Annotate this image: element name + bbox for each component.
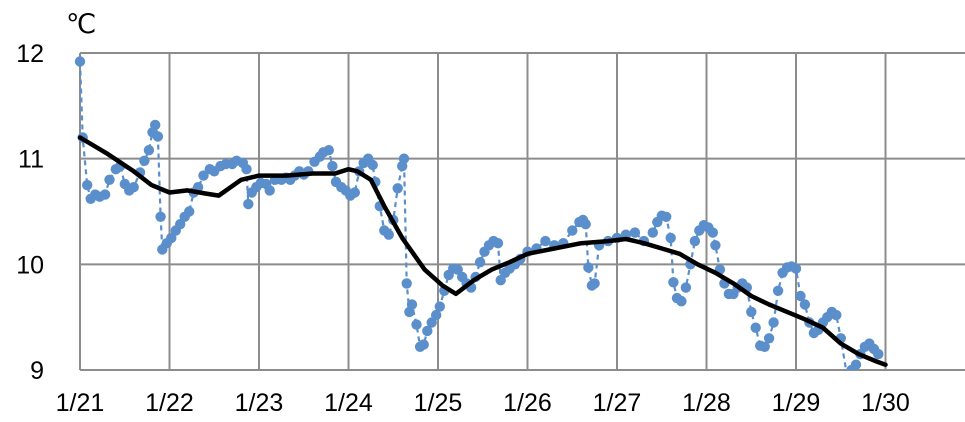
temperature-point [768,317,779,328]
temperature-point [411,319,422,330]
temperature-point [795,290,806,302]
x-tick-label: 1/27 [593,389,642,417]
temperature-point [349,187,360,198]
temperature-point [746,306,757,318]
temperature-point [104,174,115,185]
unit-label: ℃ [66,9,96,39]
x-tick-label: 1/30 [861,389,910,417]
temperature-point [418,339,429,350]
y-tick-label: 10 [16,251,44,279]
x-tick-label: 1/29 [772,389,821,417]
temperature-point [668,277,679,288]
temperature-point [763,333,775,344]
temperature-point [580,219,591,230]
temperature-point [799,299,811,310]
temperature-point [401,278,412,289]
temperature-point [82,179,93,191]
temperature-point [241,164,252,175]
temperature-point [155,211,166,222]
x-tick-label: 1/25 [414,389,463,417]
smoothed-temperature-line [77,135,888,367]
temperature-point [850,359,862,370]
temperature-point [198,170,209,181]
temperature-point [831,309,842,321]
temperature-point [474,257,486,268]
x-tick-label: 1/28 [682,389,731,417]
x-tick-labels: 1/21 1/22 1/23 1/24 1/25 1/26 1/27 1/28 1/29 1/30 [56,389,910,417]
temperature-point [589,278,600,289]
y-tick-label: 12 [16,40,44,68]
temperature-point [772,285,784,296]
x-tick-label: 1/26 [503,389,552,417]
temperature-point [143,145,155,156]
temperature-point [152,131,164,142]
temperature-point [680,282,692,293]
temperature-point [74,56,86,67]
temperature-point [99,189,111,200]
temperature-point [327,160,338,172]
temperature-point [150,119,161,131]
temperature-point [431,309,442,321]
grid-lines [79,52,965,371]
temperature-point [583,262,594,273]
temperature-point [759,341,770,352]
temperature-point [707,227,718,238]
temperature-point [264,185,275,196]
temperature-point [392,183,403,194]
temperature-point [629,227,641,238]
x-tick-label: 1/23 [235,389,284,417]
temperature-point [398,153,410,164]
temperature-point [647,227,658,238]
temperature-point [406,299,418,310]
temperature-point [434,301,445,312]
temperature-point [367,159,378,171]
temperature-point [139,155,150,166]
temperature-point [676,296,687,307]
temperature-point [689,235,701,247]
temperature-point [873,348,884,360]
x-tick-label: 1/22 [145,389,194,417]
temperature-point [323,145,334,156]
x-tick-label: 1/24 [324,389,373,417]
x-tick-label: 1/21 [56,389,105,417]
temperature-point [665,232,676,244]
temperature-point [422,325,433,337]
temperature-point [661,211,672,222]
temperature-point [492,238,504,249]
temperature-point [243,198,254,210]
y-tick-label: 9 [30,357,44,385]
temperature-point [842,370,852,380]
temperature-point [710,240,721,251]
temperature-point [383,229,394,240]
series-layer [74,56,888,380]
temperature-point [128,182,139,193]
temperature-point [184,206,195,217]
temperature-point [540,235,551,247]
temperature-point [567,225,578,236]
y-tick-labels: 9 10 11 12 [16,40,44,385]
y-tick-label: 11 [18,146,44,174]
temperature-point [790,263,802,274]
temperature-point [750,322,761,333]
